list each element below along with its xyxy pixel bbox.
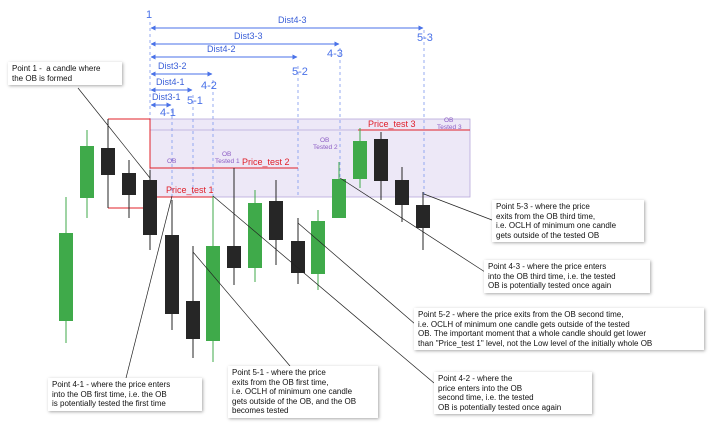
marker-5-1: 5-1: [187, 95, 203, 107]
candle-body-bear: [227, 246, 241, 268]
candle-body-bull: [311, 221, 325, 274]
leader-point-5-1: [192, 251, 291, 367]
leader-point-4-1: [124, 195, 173, 383]
ob-tested-2-label-a: OB: [320, 137, 329, 144]
marker-4-3: 4-3: [327, 48, 343, 60]
marker-1: 1: [146, 9, 152, 21]
price-test-1-line: [108, 196, 213, 209]
price-test-2-line: [108, 118, 298, 169]
marker-5-2: 5-2: [292, 66, 308, 78]
candle-body-bear: [416, 205, 430, 228]
candle-body-bear: [269, 201, 283, 240]
ob-zone: [149, 118, 471, 198]
marker-4-1: 4-1: [160, 107, 176, 119]
candle-body-bull: [80, 146, 94, 198]
candle-body-bear: [122, 173, 136, 195]
dist4-1-label: Dist4-1: [156, 77, 185, 87]
candle-body-bull: [59, 233, 73, 321]
dist3-1-label: Dist3-1: [152, 92, 181, 102]
leader-point-4-3: [339, 177, 486, 273]
candle-body-bear: [395, 180, 409, 205]
ob-tested-2-label-b: Tested 2: [313, 144, 338, 151]
dist3-3-label: Dist3-3: [234, 31, 263, 41]
note-point-5-3: Point 5-3 - where the price exits from t…: [492, 200, 644, 243]
leader-point-5-3: [423, 193, 493, 221]
ob-tested-1-label-a: OB: [222, 151, 231, 158]
candle-body-bear: [186, 301, 200, 339]
candlesticks: [59, 119, 430, 362]
leader-point-5-2: [297, 222, 416, 325]
leader-point-1: [77, 87, 151, 179]
leader-point-4-2: [212, 195, 435, 384]
dist4-2-label: Dist4-2: [207, 44, 236, 54]
price-test-2-label: Price_test 2: [242, 157, 290, 167]
candle-body-bear: [143, 180, 157, 235]
candle-body-bear: [101, 148, 115, 175]
ob-label: OB: [167, 158, 176, 165]
candle-body-bull: [248, 203, 262, 268]
dist3-2-label: Dist3-2: [158, 61, 187, 71]
note-point-4-1: Point 4-1 - where the price enters into …: [48, 378, 202, 411]
candle-body-bull: [332, 179, 346, 218]
ob-tested-1-label-b: Tested 1: [215, 158, 240, 165]
price-test-1-label: Price_test 1: [166, 185, 214, 195]
candle-body-bear: [165, 235, 179, 314]
note-point-4-2: Point 4-2 - where the price enters into …: [434, 372, 592, 415]
note-point-1: Point 1 - a candle where the OB is forme…: [8, 62, 122, 86]
candle-body-bull: [353, 141, 367, 179]
note-point-5-1: Point 5-1 - where the price exits from t…: [228, 366, 378, 418]
note-point-5-2: Point 5-2 - where the price exits from t…: [414, 308, 704, 351]
candle-body-bull: [206, 246, 220, 341]
marker-4-2: 4-2: [201, 80, 217, 92]
marker-5-3: 5-3: [417, 32, 433, 44]
candle-body-bear: [374, 139, 388, 181]
note-point-4-3: Point 4-3 - where the price enters into …: [484, 260, 650, 293]
dist4-3-label: Dist4-3: [278, 15, 307, 25]
price-test-3-label: Price_test 3: [368, 119, 416, 129]
ob-tested-3-label-a: OB: [444, 117, 453, 124]
ob-tested-3-label-b: Tested 3: [437, 124, 462, 131]
